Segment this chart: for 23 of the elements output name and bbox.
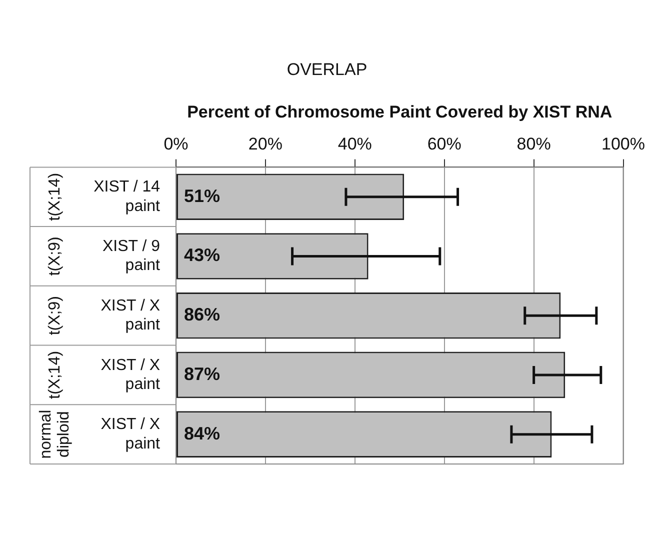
x-axis-title: Percent of Chromosome Paint Covered by XIST RNA — [187, 102, 612, 122]
data-label: 87% — [184, 364, 220, 384]
x-tick-label: 0% — [164, 134, 188, 154]
data-label: 43% — [184, 245, 220, 266]
text: t(X;14) — [46, 172, 64, 221]
x-tick-label: 60% — [427, 134, 462, 154]
x-tick-label: 40% — [338, 134, 372, 154]
data-label: 51% — [184, 186, 220, 206]
x-tick-label: 80% — [516, 134, 551, 154]
data-label: 86% — [184, 304, 220, 325]
chart-title: OVERLAP — [286, 60, 368, 79]
y-tick-label: XIST / X paint — [100, 356, 161, 393]
x-tick-label: 20% — [248, 134, 282, 154]
data-label: 84% — [184, 423, 220, 444]
y-tick-label: XIST / X paint — [100, 416, 161, 452]
text: t(X;9) — [46, 236, 64, 276]
y-tick-label: XIST / X paint — [100, 297, 161, 334]
text: normal diploid — [37, 410, 72, 459]
y-tick-label: XIST / 9 paint — [102, 238, 161, 274]
text: t(X;9) — [46, 296, 64, 336]
text: t(X;14) — [46, 350, 64, 399]
y-tick-label: XIST / 14 paint — [94, 178, 161, 215]
x-tick-label: 100% — [602, 134, 645, 154]
